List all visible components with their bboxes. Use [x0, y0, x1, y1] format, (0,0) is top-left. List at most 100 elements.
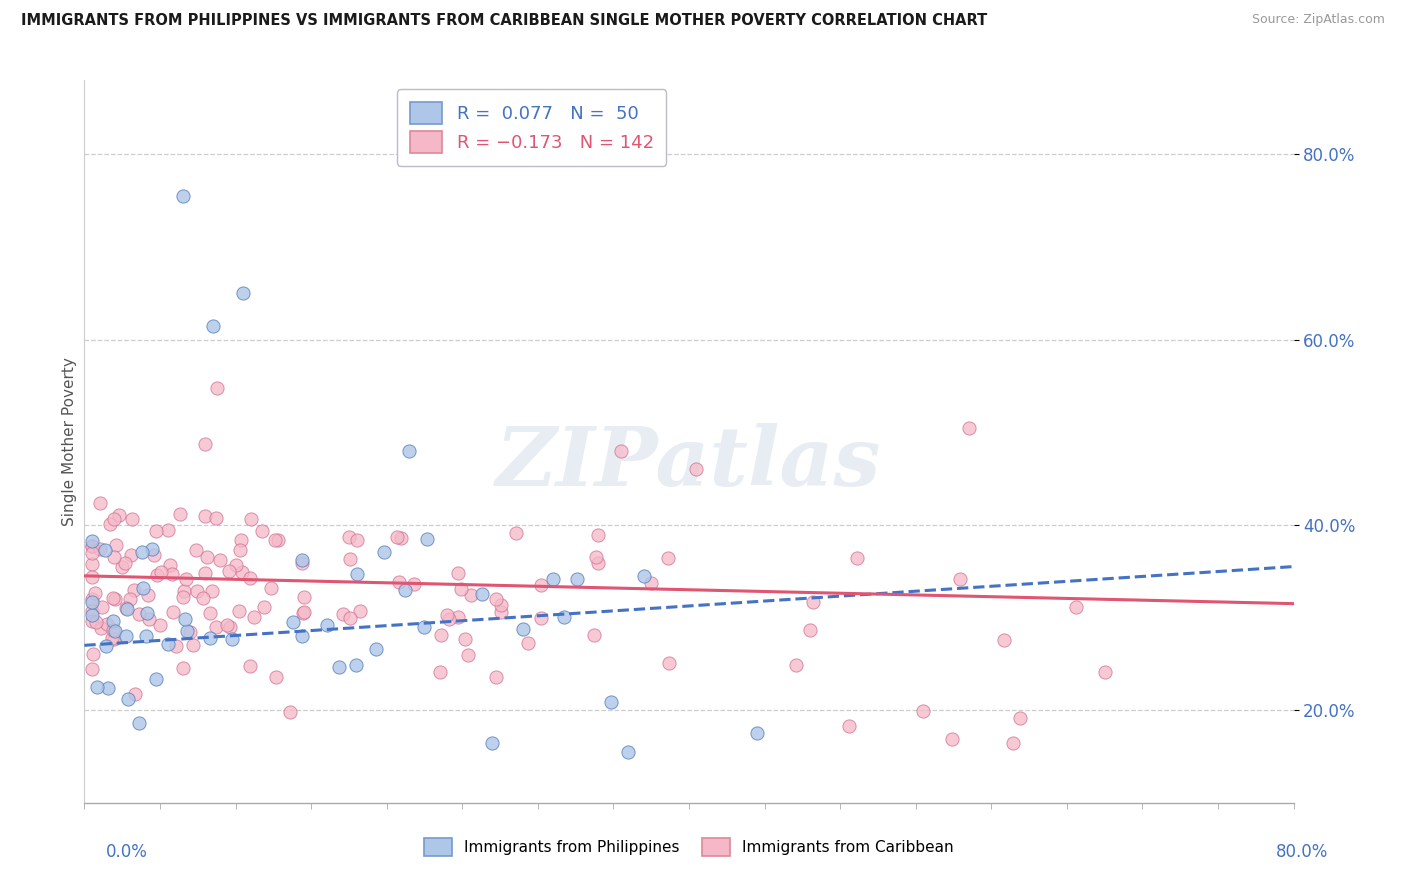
Point [429, 665, 451, 680]
Point [94, 543, 117, 558]
Point [346, 566, 368, 581]
Point [339, 552, 361, 566]
Point [101, 623, 124, 637]
Point [103, 512, 125, 526]
Point [103, 632, 125, 646]
Point [86, 680, 108, 694]
Point [160, 566, 183, 581]
Point [80, 604, 103, 618]
Point [218, 620, 240, 634]
Point [89, 541, 111, 556]
Point [100, 631, 122, 645]
Point [205, 510, 228, 524]
Point [250, 524, 273, 539]
Point [505, 526, 527, 541]
Point [156, 638, 179, 652]
Point [80, 608, 103, 623]
Point [264, 671, 287, 685]
Point [838, 719, 860, 733]
Point [138, 612, 160, 626]
Point [292, 606, 315, 620]
Point [957, 420, 980, 434]
Point [239, 512, 262, 526]
Point [104, 591, 127, 606]
Point [586, 556, 609, 570]
Point [200, 631, 222, 645]
Point [146, 567, 169, 582]
Point [447, 566, 470, 580]
Point [89, 496, 111, 510]
Point [229, 543, 252, 558]
Point [201, 584, 224, 599]
Point [398, 443, 420, 458]
Point [553, 609, 575, 624]
Text: 0.0%: 0.0% [105, 843, 148, 861]
Point [529, 578, 551, 592]
Point [145, 524, 167, 539]
Point [218, 565, 240, 579]
Point [450, 582, 472, 597]
Point [565, 572, 588, 586]
Point [169, 507, 191, 521]
Point [80, 614, 103, 628]
Point [1002, 736, 1025, 750]
Point [194, 437, 217, 451]
Point [801, 595, 824, 609]
Text: ZIPatlas: ZIPatlas [496, 423, 882, 503]
Point [101, 615, 124, 629]
Point [122, 583, 145, 598]
Point [344, 657, 367, 672]
Point [84, 615, 107, 629]
Point [80, 595, 103, 609]
Point [583, 628, 606, 642]
Point [949, 572, 972, 586]
Point [104, 538, 127, 552]
Point [512, 623, 534, 637]
Point [617, 745, 640, 759]
Point [82, 546, 104, 560]
Point [436, 607, 458, 622]
Text: Source: ZipAtlas.com: Source: ZipAtlas.com [1251, 13, 1385, 27]
Point [80, 533, 103, 548]
Point [132, 581, 155, 595]
Point [389, 531, 412, 545]
Point [135, 630, 157, 644]
Point [107, 508, 129, 522]
Point [993, 633, 1015, 648]
Point [149, 618, 172, 632]
Point [253, 599, 276, 614]
Point [225, 558, 247, 572]
Point [316, 618, 339, 632]
Point [149, 566, 172, 580]
Point [166, 639, 188, 653]
Text: IMMIGRANTS FROM PHILIPPINES VS IMMIGRANTS FROM CARIBBEAN SINGLE MOTHER POVERTY C: IMMIGRANTS FROM PHILIPPINES VS IMMIGRANT… [21, 13, 987, 29]
Point [413, 620, 436, 634]
Point [191, 591, 214, 605]
Point [599, 695, 621, 709]
Point [264, 533, 287, 548]
Point [489, 605, 512, 619]
Point [267, 533, 290, 547]
Point [485, 670, 508, 684]
Point [430, 628, 453, 642]
Text: 80.0%: 80.0% [1277, 843, 1329, 861]
Point [114, 556, 136, 570]
Point [80, 557, 103, 571]
Point [159, 558, 181, 573]
Point [136, 589, 159, 603]
Point [745, 726, 768, 740]
Point [131, 545, 153, 559]
Point [239, 659, 262, 673]
Point [90, 599, 112, 614]
Point [845, 550, 868, 565]
Y-axis label: Single Mother Poverty: Single Mother Poverty [62, 357, 77, 526]
Point [195, 550, 218, 565]
Point [278, 705, 301, 719]
Point [128, 607, 150, 621]
Point [173, 584, 195, 599]
Point [485, 592, 508, 607]
Point [231, 566, 253, 580]
Point [118, 591, 141, 606]
Point [115, 600, 138, 615]
Point [97, 681, 120, 695]
